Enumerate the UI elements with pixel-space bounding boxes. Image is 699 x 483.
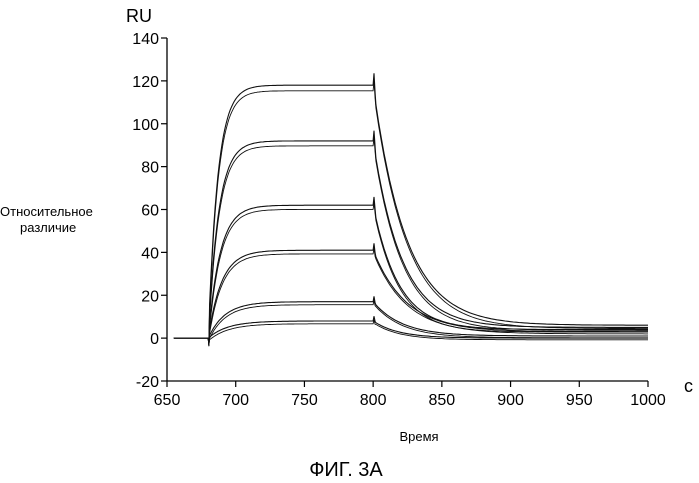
x-tick-label: 950 (566, 392, 593, 409)
y-tick-label: -20 (136, 374, 159, 391)
series-curve (173, 130, 648, 344)
x-tick-label: 700 (222, 392, 249, 409)
series-curve-replicate (173, 137, 648, 347)
x-tick-label: 900 (497, 392, 524, 409)
x-axis-label: Время (399, 429, 438, 444)
y-unit-label: RU (126, 6, 152, 26)
y-axis-label-line-2: различие (20, 220, 76, 235)
y-tick-label: 140 (132, 31, 159, 48)
y-axis-label-line-1: Относительное (0, 204, 93, 219)
y-tick-label: 0 (150, 331, 159, 348)
series-curve-replicate (173, 248, 648, 346)
series-curve (173, 243, 648, 344)
y-tick-label: 20 (141, 288, 159, 305)
series-curve-replicate (173, 319, 648, 345)
y-tick-label: 60 (141, 203, 159, 220)
x-tick-label: 850 (429, 392, 456, 409)
series-curve (173, 296, 648, 344)
x-tick-label: 650 (154, 392, 181, 409)
x-tick-label: 1000 (630, 392, 666, 409)
y-tick-label: 120 (132, 74, 159, 91)
x-tick-label: 800 (360, 392, 387, 409)
series-curve (173, 316, 648, 344)
series-curve (173, 196, 648, 344)
y-tick-label: 80 (141, 160, 159, 177)
series-curve-replicate (173, 202, 648, 346)
x-tick-label: 750 (291, 392, 318, 409)
y-tick-label: 40 (141, 245, 159, 262)
y-tick-label: 100 (132, 117, 159, 134)
x-unit-label: с (684, 376, 693, 396)
axes: -20 0 20 40 60 80 100 120 140 650 700 750 800 850 900 9… (132, 31, 666, 409)
figure-caption: ФИГ. 3А (309, 459, 383, 481)
series-curve (173, 73, 648, 344)
curves (173, 73, 648, 347)
